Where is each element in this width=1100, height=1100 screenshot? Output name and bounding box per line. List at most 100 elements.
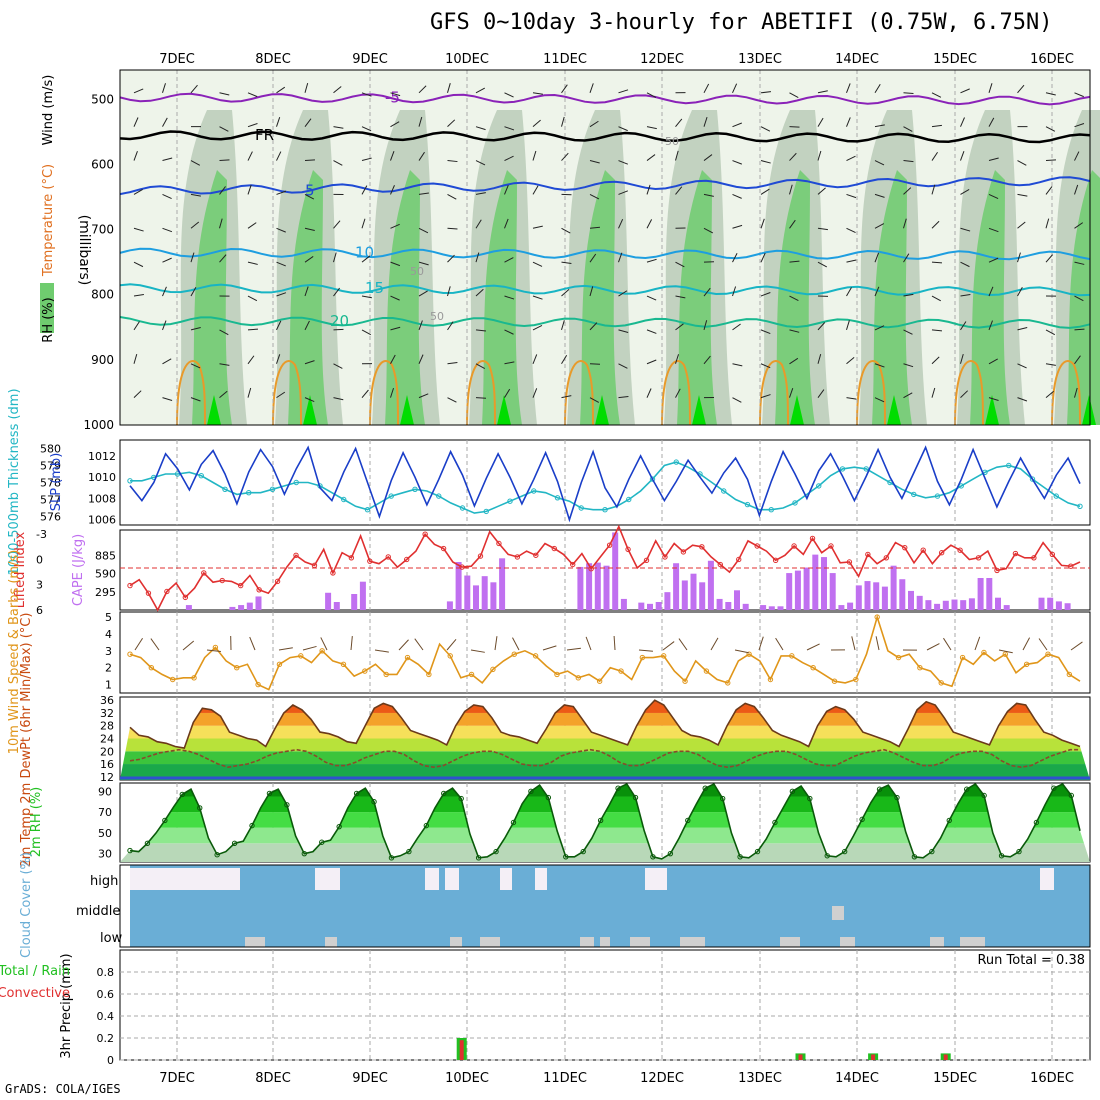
wind-speed-line-point	[874, 614, 880, 620]
wind-tick-label: 1	[105, 679, 112, 692]
wind-barb	[418, 151, 425, 161]
wind-barb	[817, 322, 826, 331]
temp-contour-25	[272, 360, 302, 426]
slp-tick-label: 1008	[88, 492, 116, 505]
wind-barb	[760, 91, 771, 94]
li-line-point	[237, 582, 244, 589]
rh-legend-swatch	[40, 283, 54, 333]
thickness-line-point	[246, 490, 252, 496]
cape-bar	[1047, 597, 1054, 610]
cape-bar	[255, 596, 262, 610]
li-line-point	[145, 590, 152, 596]
wind-barb	[1074, 261, 1085, 265]
wind-barb	[333, 86, 342, 94]
top-date-label: 13DEC	[738, 52, 782, 67]
wind-barb	[418, 85, 427, 94]
wind-barb	[646, 184, 651, 195]
surface-wind-barb	[446, 638, 457, 651]
high-cloud-block	[425, 868, 439, 890]
wind-barb	[846, 397, 857, 400]
wind-tick-label: 2	[105, 662, 112, 675]
li-line-point	[496, 540, 502, 547]
cape-bar	[873, 582, 880, 610]
wind-barb	[846, 193, 857, 199]
temp-contour-25	[466, 360, 496, 426]
mid-cloud-block	[832, 906, 844, 920]
cape-bar	[812, 554, 819, 610]
li-tick-label: -3	[36, 528, 47, 541]
wind-axis-label: Wind (m/s)	[41, 75, 56, 146]
rh-band-green	[677, 170, 717, 425]
wind-barb	[162, 320, 167, 331]
wind-barb	[789, 329, 800, 333]
rh-band-green	[775, 170, 815, 425]
li-line-point	[1031, 555, 1037, 561]
isotherm-label: 10	[355, 243, 374, 261]
rh-line-point	[981, 792, 987, 799]
wind-barb	[675, 186, 683, 195]
wind-barb	[247, 184, 252, 195]
surface-wind-barb	[758, 636, 764, 651]
wind-barb	[960, 321, 967, 331]
wind-barb	[1074, 295, 1084, 302]
high-cloud-block	[500, 868, 512, 890]
wind-barb	[760, 218, 765, 229]
wind-barb	[760, 363, 771, 369]
cape-bar	[229, 606, 236, 610]
wind-barb	[333, 126, 344, 129]
wind-speed-line-point	[383, 671, 389, 678]
rh-band	[120, 812, 1090, 828]
rh-line-point	[685, 817, 691, 824]
top-date-label: 11DEC	[543, 52, 587, 67]
wind-barb	[447, 321, 454, 331]
wind-barb	[1017, 287, 1023, 297]
wind-barb	[903, 187, 912, 195]
wind-barb	[133, 88, 144, 94]
rh-line-point	[458, 795, 464, 802]
surface-wind-barb	[398, 639, 409, 651]
footer-credit: GrADS: COLA/IGES	[5, 1082, 121, 1096]
wind-barb	[561, 84, 568, 94]
pressure-tick-label: 700	[91, 223, 114, 237]
rh-line-point	[894, 794, 900, 801]
wind-barb	[789, 357, 799, 365]
rh-line-point	[475, 855, 482, 861]
surface-wind-barb	[710, 637, 719, 651]
rh-line-point	[336, 823, 342, 830]
surface-wind-barb	[1038, 638, 1048, 651]
cape-bar	[777, 606, 784, 610]
wind-barb	[333, 363, 343, 369]
wind-speed-line-point	[746, 651, 752, 657]
wind-barb	[846, 227, 856, 233]
wind-barb	[789, 184, 793, 195]
thickness-line-point	[721, 488, 727, 494]
rh-line-point	[406, 848, 412, 855]
wind-barb	[589, 83, 594, 93]
wind-barb	[333, 328, 344, 331]
wind-barb	[504, 92, 514, 98]
thickness-tick-label: 578	[40, 477, 61, 490]
bottom-date-label: 16DEC	[1030, 1071, 1074, 1086]
wind-barb	[304, 159, 316, 162]
wind-barb	[190, 363, 201, 369]
rh-band-bright	[497, 395, 511, 425]
wind-barb	[732, 122, 742, 128]
li-line-point	[606, 542, 613, 548]
cape-tick-label: 885	[95, 550, 116, 563]
wind-barb	[874, 84, 881, 94]
wind-barb	[618, 363, 628, 369]
slp-tick-label: 1010	[88, 471, 116, 484]
isotherm-label: -5	[385, 88, 400, 106]
li-line-point	[938, 550, 945, 556]
wind-barb	[561, 261, 572, 264]
wind-barb	[219, 329, 229, 336]
wind-barb	[561, 320, 565, 331]
wind-barb	[276, 151, 282, 161]
wind-speed-line-point	[618, 668, 624, 674]
wind-barb	[703, 287, 711, 297]
surface-wind-barb	[943, 637, 952, 651]
cape-bar	[664, 592, 671, 610]
wind-barb	[504, 257, 514, 263]
rh-tick-label: 70	[98, 806, 112, 819]
cape-bar	[577, 566, 584, 610]
